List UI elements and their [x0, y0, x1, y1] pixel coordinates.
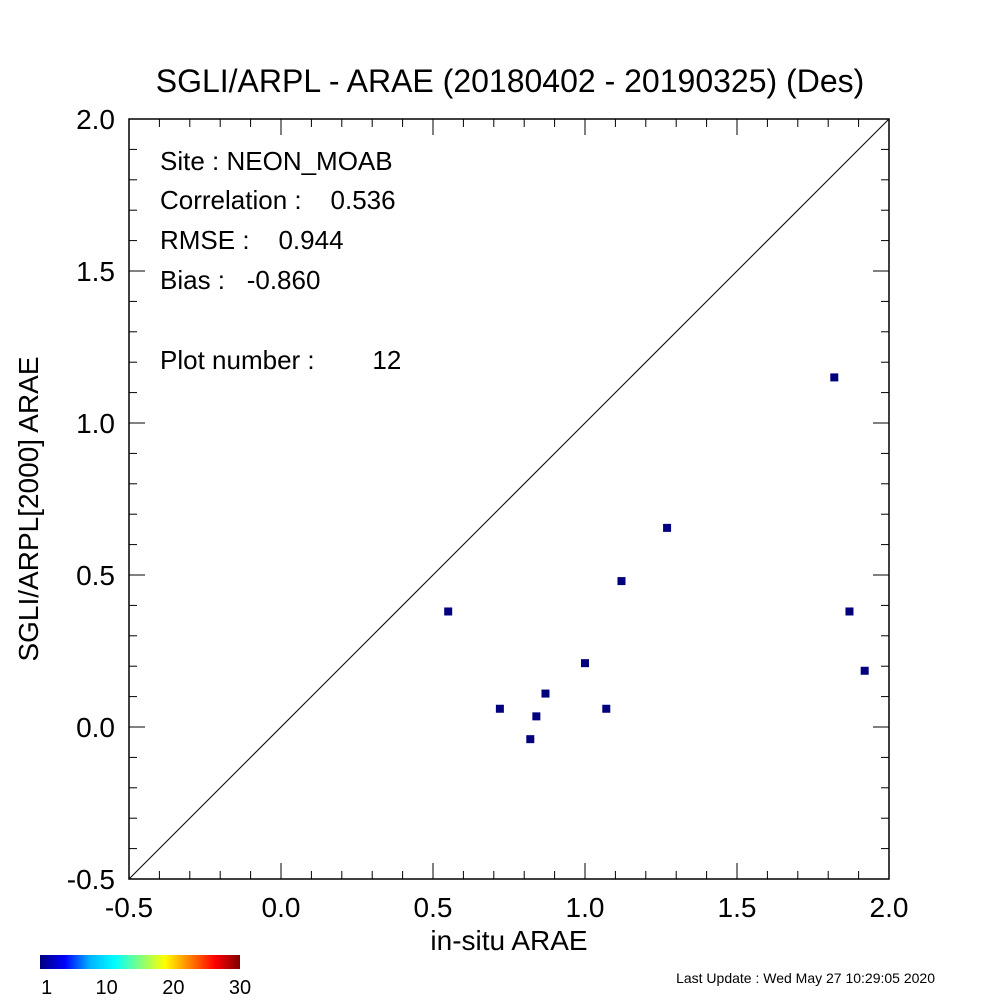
- y-axis-ticks: [129, 118, 889, 880]
- data-point: [581, 659, 589, 668]
- site-label: Site : NEON_MOAB: [160, 146, 393, 176]
- bias-label: Bias : -0.860: [160, 265, 320, 295]
- data-point: [495, 704, 504, 713]
- x-axis-ticks: [128, 119, 890, 879]
- y-tick-label: 0.5: [76, 560, 115, 591]
- y-axis-tick-labels: -0.5 0.0 0.5 1.0 1.5 2.0: [67, 104, 115, 895]
- colorbar-gradient: [40, 955, 240, 969]
- data-point: [541, 689, 550, 698]
- data-point: [663, 523, 672, 532]
- colorbar: 1 10 20 30: [40, 955, 251, 999]
- colorbar-label: 20: [162, 977, 184, 999]
- x-axis-label: in-situ ARAE: [430, 925, 587, 956]
- x-tick-label: 1.0: [566, 892, 605, 923]
- data-point: [532, 712, 541, 721]
- correlation-label: Correlation : 0.536: [160, 185, 396, 215]
- plot-number-label: Plot number : 12: [160, 345, 401, 375]
- rmse-label: RMSE : 0.944: [160, 225, 344, 255]
- chart-title: SGLI/ARPL - ARAE (20180402 - 20190325) (…: [156, 63, 865, 99]
- last-update-label: Last Update : Wed May 27 10:29:05 2020: [676, 970, 935, 986]
- one-to-one-line: [128, 118, 890, 880]
- plot-frame: [128, 118, 890, 880]
- data-point: [444, 607, 453, 616]
- x-tick-label: 0.0: [262, 892, 301, 923]
- y-tick-label: 2.0: [76, 104, 115, 135]
- y-tick-label: -0.5: [67, 864, 115, 895]
- colorbar-label: 10: [96, 977, 118, 999]
- data-points: [444, 373, 869, 744]
- y-tick-label: 0.0: [76, 712, 115, 743]
- data-point: [860, 666, 869, 675]
- x-tick-label: -0.5: [105, 892, 153, 923]
- data-point: [830, 373, 839, 382]
- colorbar-labels: 1 10 20 30: [41, 977, 251, 999]
- data-point: [602, 704, 611, 713]
- x-tick-label: 0.5: [414, 892, 453, 923]
- data-point: [526, 735, 535, 744]
- data-point: [845, 607, 854, 616]
- x-tick-label: 1.5: [718, 892, 757, 923]
- stats-annotation: Site : NEON_MOAB Correlation : 0.536 RMS…: [160, 146, 401, 375]
- x-tick-label: 2.0: [870, 892, 909, 923]
- x-axis-tick-labels: -0.5 0.0 0.5 1.0 1.5 2.0: [105, 892, 909, 923]
- data-point: [617, 577, 626, 586]
- y-axis-label: SGLI/ARPL[2000] ARAE: [13, 356, 44, 661]
- colorbar-label: 30: [229, 977, 251, 999]
- colorbar-label: 1: [41, 977, 52, 999]
- y-tick-label: 1.0: [76, 408, 115, 439]
- y-tick-label: 1.5: [76, 256, 115, 287]
